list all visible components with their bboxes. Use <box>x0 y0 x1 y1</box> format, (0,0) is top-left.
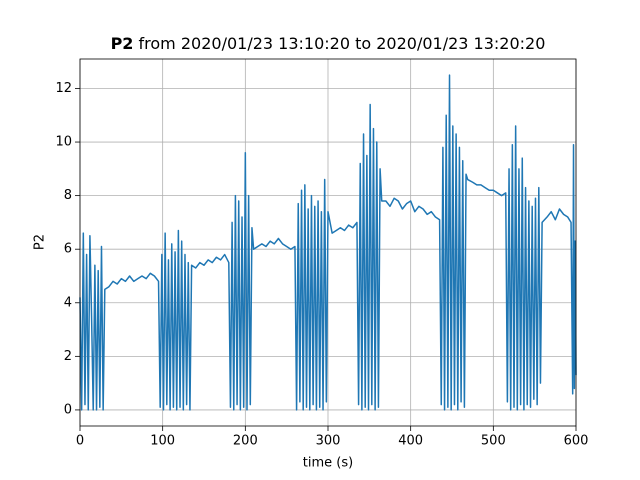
y-tick-label: 0 <box>64 402 72 417</box>
x-tick-label: 500 <box>481 434 506 449</box>
x-tick-label: 0 <box>76 434 84 449</box>
x-tick-label: 100 <box>150 434 175 449</box>
y-tick-label: 2 <box>64 349 72 364</box>
data-line <box>79 74 577 411</box>
y-tick-label: 4 <box>64 295 72 310</box>
x-axis-label: time (s) <box>303 456 353 471</box>
x-tick-label: 600 <box>564 434 589 449</box>
y-tick-label: 6 <box>64 242 72 257</box>
chart-title: P2 from 2020/01/23 13:10:20 to 2020/01/2… <box>111 34 546 53</box>
x-tick-label: 400 <box>398 434 423 449</box>
y-tick-label: 8 <box>64 188 72 203</box>
plot-frame <box>79 58 577 427</box>
title-bold: P2 <box>111 34 134 53</box>
title-rest: from 2020/01/23 13:10:20 to 2020/01/23 1… <box>139 34 546 53</box>
x-tick-label: 300 <box>316 434 341 449</box>
y-tick-label: 12 <box>55 81 72 96</box>
y-tick-label: 10 <box>55 135 72 150</box>
y-axis-label: P2 <box>33 234 48 250</box>
x-tick-label: 200 <box>233 434 258 449</box>
